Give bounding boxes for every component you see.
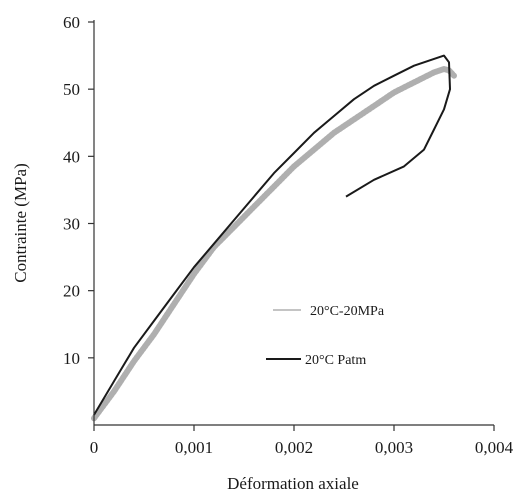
x-tick-label: 0,001 <box>175 438 213 457</box>
series-line-0 <box>91 66 457 422</box>
ticks: 0 0,001 0,002 0,003 0,004 10 20 30 40 50 60 <box>63 13 514 457</box>
x-tick-label: 0,002 <box>275 438 313 457</box>
x-tick-label: 0,003 <box>375 438 413 457</box>
axes <box>93 20 494 426</box>
legend-label-20mpa: 20°C-20MPa <box>310 304 385 319</box>
y-axis-title: Contrainte (MPa) <box>11 163 30 282</box>
y-tick-label: 30 <box>63 215 80 234</box>
legend: 20°C-20MPa 20°C Patm <box>266 304 385 368</box>
x-tick-label: 0 <box>90 438 99 457</box>
plot-lines <box>91 54 457 422</box>
x-tick-label: 0,004 <box>475 438 514 457</box>
y-tick-label: 60 <box>63 13 80 32</box>
y-tick-label: 10 <box>63 349 80 368</box>
y-tick-label: 40 <box>63 147 80 166</box>
x-axis-title: Déformation axiale <box>227 474 359 493</box>
y-tick-label: 20 <box>63 282 80 301</box>
y-tick-label: 50 <box>63 80 80 99</box>
series-line-1 <box>93 54 451 416</box>
legend-label-patm: 20°C Patm <box>305 353 366 368</box>
